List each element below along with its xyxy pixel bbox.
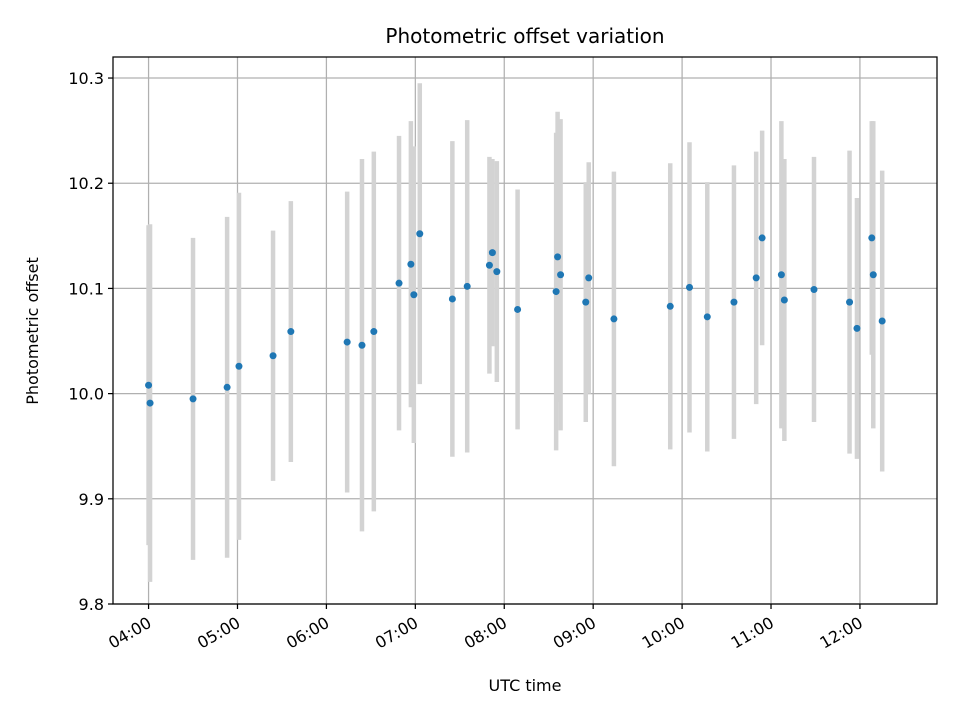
data-point [703, 313, 711, 321]
data-point [287, 328, 295, 336]
data-point [585, 274, 593, 282]
plot-frame [112, 56, 938, 605]
data-point [493, 268, 501, 276]
data-points [145, 230, 886, 407]
data-point [485, 261, 493, 269]
data-point [416, 230, 424, 238]
data-point [146, 399, 154, 407]
data-point [189, 395, 197, 403]
y-tick-label: 10.0 [68, 385, 104, 404]
error-bars [146, 83, 885, 582]
y-axis-ticks: 9.8 9.9 10.0 10.1 10.2 10.3 [68, 69, 113, 614]
x-tick-label: 04:00 [105, 613, 154, 653]
data-point [370, 328, 378, 336]
data-point [869, 271, 877, 279]
data-point [358, 341, 366, 349]
data-point [552, 288, 560, 296]
y-axis-label: Photometric offset [23, 257, 42, 405]
data-point [448, 295, 456, 303]
chart-title: Photometric offset variation [385, 24, 664, 48]
data-point [878, 317, 886, 325]
data-point [686, 283, 694, 291]
x-tick-label: 10:00 [639, 613, 688, 653]
data-point [846, 298, 854, 306]
data-point [488, 249, 496, 257]
data-point [777, 271, 785, 279]
data-point [610, 315, 618, 323]
y-tick-label: 9.8 [79, 595, 104, 614]
x-tick-label: 11:00 [728, 613, 777, 653]
data-point [145, 381, 153, 389]
x-tick-label: 07:00 [372, 613, 421, 653]
data-point [463, 282, 471, 290]
y-tick-label: 10.1 [68, 279, 104, 298]
data-point [343, 338, 351, 346]
data-point [235, 362, 243, 370]
x-tick-label: 06:00 [283, 613, 332, 653]
data-point [868, 234, 876, 242]
x-tick-label: 12:00 [817, 613, 866, 653]
data-point [758, 234, 766, 242]
data-point [752, 274, 760, 282]
data-point [223, 383, 231, 391]
data-point [853, 324, 861, 332]
data-point [554, 253, 562, 261]
data-point [666, 302, 674, 310]
x-tick-label: 09:00 [550, 613, 599, 653]
data-point [730, 298, 738, 306]
y-tick-label: 9.9 [79, 490, 104, 509]
data-point [410, 291, 418, 299]
data-point [780, 296, 788, 304]
x-tick-label: 08:00 [461, 613, 510, 653]
x-tick-label: 05:00 [194, 613, 243, 653]
grid-lines [113, 57, 937, 605]
data-point [395, 279, 403, 287]
x-axis-ticks: 04:00 05:00 06:00 07:00 08:00 09:00 10:00 11:00… [105, 604, 866, 653]
data-point [269, 352, 277, 360]
data-point [582, 298, 590, 306]
data-point [557, 271, 565, 279]
x-axis-label: UTC time [489, 676, 562, 695]
data-point [407, 260, 415, 268]
data-point [514, 305, 522, 313]
data-point [810, 285, 818, 293]
y-tick-label: 10.2 [68, 174, 104, 193]
y-tick-label: 10.3 [68, 69, 104, 88]
